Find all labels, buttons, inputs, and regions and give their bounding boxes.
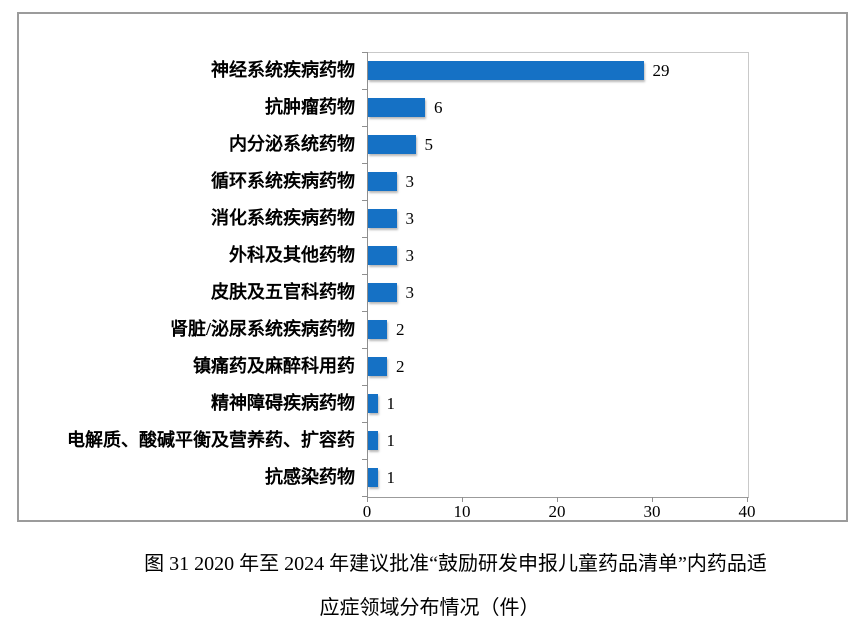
x-axis-tick: [747, 497, 748, 502]
bar: [368, 135, 416, 154]
value-label: 29: [652, 61, 670, 80]
bar: [368, 431, 378, 450]
value-label: 5: [424, 135, 434, 154]
bar: [368, 246, 397, 265]
y-axis-tick: [362, 89, 368, 90]
value-label: 3: [405, 172, 415, 191]
x-axis-tick-label: 20: [548, 502, 566, 521]
bar: [368, 209, 397, 228]
y-axis-tick: [362, 385, 368, 386]
x-axis-tick: [652, 497, 653, 502]
y-axis-tick: [362, 348, 368, 349]
figure-caption: 图 31 2020 年至 2024 年建议批准“鼓励研发申报儿童药品清单”内药品…: [0, 542, 859, 628]
category-label: 肾脏/泌尿系统疾病药物: [170, 319, 355, 339]
bar: [368, 172, 397, 191]
y-axis-tick: [362, 200, 368, 201]
x-axis-tick: [367, 497, 368, 502]
plot-area: [367, 52, 749, 498]
value-label: 2: [396, 357, 405, 376]
category-label: 精神障碍疾病药物: [211, 393, 355, 413]
category-label: 内分泌系统药物: [229, 134, 355, 154]
y-axis-tick: [362, 126, 368, 127]
y-axis-tick: [362, 237, 368, 238]
value-label: 1: [386, 394, 396, 413]
bar: [368, 394, 378, 413]
value-label: 6: [434, 98, 443, 117]
category-label: 电解质、酸碱平衡及营养药、扩容药: [67, 430, 355, 450]
value-label: 2: [396, 320, 405, 339]
chart-frame: 神经系统疾病药物 29 抗肿瘤药物 6 内分泌系统药物 5 循环系统疾病药物 3 消化系统疾病药…: [17, 12, 848, 522]
x-axis-tick: [557, 497, 558, 502]
bar: [368, 61, 644, 80]
category-label: 神经系统疾病药物: [211, 60, 355, 80]
category-label: 外科及其他药物: [229, 245, 355, 265]
category-label: 循环系统疾病药物: [211, 171, 355, 191]
category-label: 抗肿瘤药物: [265, 97, 355, 117]
x-axis-tick-label: 10: [453, 502, 471, 521]
x-axis-tick: [462, 497, 463, 502]
figure-caption-line1: 图 31 2020 年至 2024 年建议批准“鼓励研发申报儿童药品清单”内药品…: [144, 553, 767, 575]
value-label: 1: [386, 468, 396, 487]
x-axis-tick-label: 0: [362, 502, 372, 521]
y-axis-tick: [362, 274, 368, 275]
value-label: 3: [405, 246, 415, 265]
value-label: 1: [386, 431, 396, 450]
category-label: 皮肤及五官科药物: [211, 282, 355, 302]
category-label: 消化系统疾病药物: [211, 208, 355, 228]
y-axis-tick: [362, 52, 368, 53]
y-axis-tick: [362, 163, 368, 164]
y-axis-tick: [362, 311, 368, 312]
category-label: 镇痛药及麻醉科用药: [193, 356, 355, 376]
figure-caption-line2: 应症领域分布情况（件）: [319, 597, 540, 619]
x-axis-tick-label: 30: [643, 502, 661, 521]
x-axis-tick-label: 40: [738, 502, 756, 521]
bar: [368, 357, 387, 376]
y-axis-tick: [362, 459, 368, 460]
y-axis-tick: [362, 422, 368, 423]
bar: [368, 98, 425, 117]
bar: [368, 468, 378, 487]
value-label: 3: [405, 283, 415, 302]
bar: [368, 320, 387, 339]
value-label: 3: [405, 209, 415, 228]
category-label: 抗感染药物: [265, 467, 355, 487]
y-axis-tick: [362, 496, 368, 497]
bar: [368, 283, 397, 302]
